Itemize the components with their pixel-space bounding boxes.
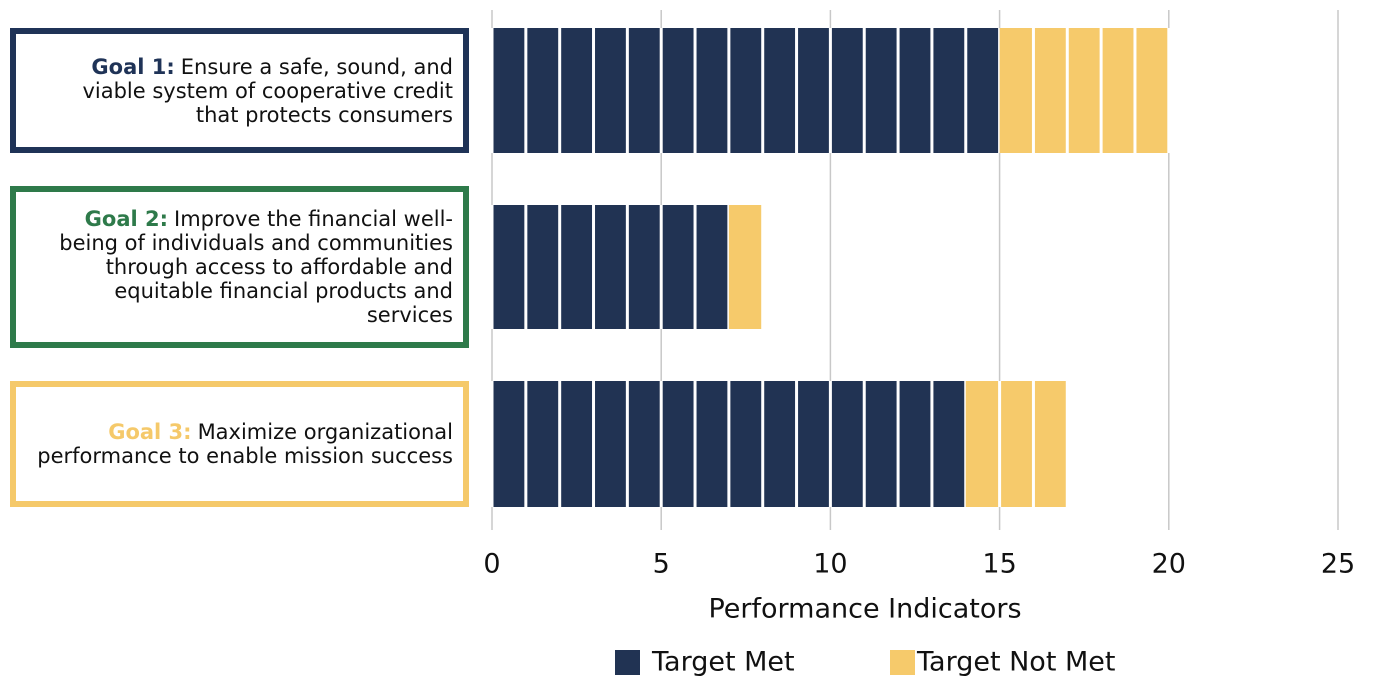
goal-label: Goal 2: Improve the financial well-being … <box>36 207 453 327</box>
goal-label: Goal 3: Maximize organizational performan… <box>36 420 453 468</box>
goal-text: Ensure a safe, sound, and viable system … <box>82 54 453 127</box>
bar-segment <box>492 28 1000 153</box>
bar-segment <box>728 205 763 329</box>
goal-label: Goal 1: Ensure a safe, sound, and viable … <box>36 55 453 127</box>
goal-prefix: Goal 2: <box>84 207 169 231</box>
x-tick-label: 0 <box>483 549 500 580</box>
goal-prefix: Goal 3: <box>108 420 192 444</box>
bar-segment <box>492 205 729 329</box>
x-tick-label: 25 <box>1321 549 1355 580</box>
legend-label: Target Met <box>651 647 795 678</box>
x-tick-label: 20 <box>1152 549 1186 580</box>
x-tick-label: 5 <box>653 549 670 580</box>
goal-text: Improve the financial well-being of indi… <box>59 207 453 327</box>
goal-text: Maximize organizational performance to e… <box>37 420 453 468</box>
bar-segment <box>999 28 1169 153</box>
x-tick-label: 15 <box>982 549 1016 580</box>
x-tick-label: 10 <box>813 549 847 580</box>
goal-box: Goal 3: Maximize organizational performan… <box>10 381 469 507</box>
bar-segment <box>965 381 1068 507</box>
legend-swatch <box>890 650 915 675</box>
goal-box: Goal 1: Ensure a safe, sound, and viable … <box>10 28 469 153</box>
goal-prefix: Goal 1: <box>91 54 175 79</box>
x-axis-label: Performance Indicators <box>708 594 1021 625</box>
legend-label: Target Not Met <box>916 647 1116 678</box>
goal-box: Goal 2: Improve the financial well-being … <box>10 186 469 348</box>
legend-swatch <box>615 650 640 675</box>
